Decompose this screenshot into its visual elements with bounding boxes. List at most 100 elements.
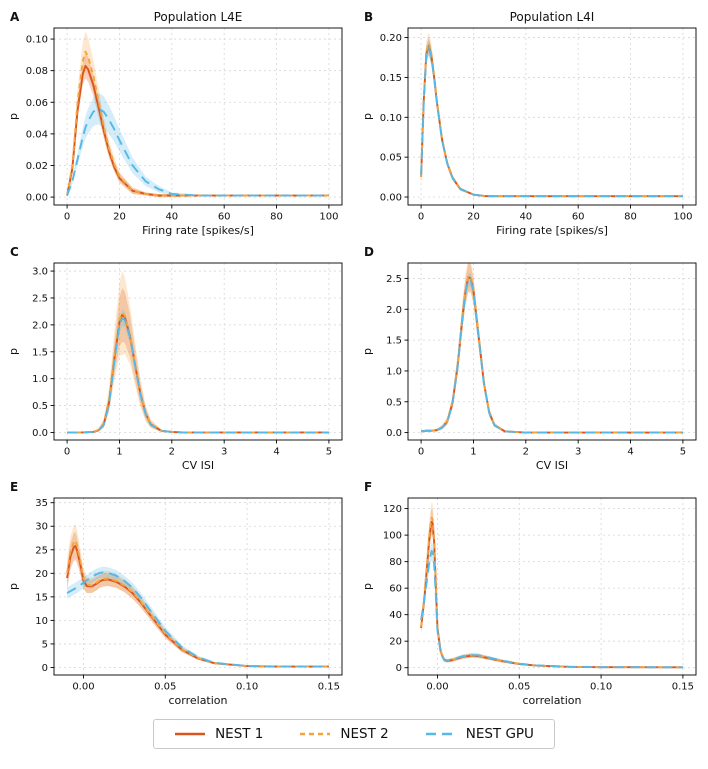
y-tick-label: 1.0 (32, 374, 48, 385)
series-line-nest-2 (66, 539, 329, 668)
x-tick-label: 3 (221, 447, 227, 458)
series-line-nest-gpu (67, 317, 329, 434)
y-tick-label: 3.0 (32, 267, 48, 278)
y-tick-label: 0 (42, 663, 48, 674)
plot-border (407, 27, 697, 206)
y-tick-label: 0.08 (26, 66, 48, 77)
charts-grid: 0 20 40 60 80 100 0.00 0.02 0.04 0.06 0.08 0.10 A Pop… (0, 6, 708, 711)
y-tick-label: 25 (35, 545, 48, 556)
y-tick-label: 35 (35, 498, 48, 509)
y-tick-label: 1.5 (386, 336, 402, 347)
chart-title: Population L4I (510, 10, 595, 24)
y-axis-label: p (7, 583, 20, 590)
y-tick-label: 0.00 (26, 193, 48, 204)
series-line-nest-1 (66, 545, 329, 668)
legend-label-nest-2: NEST 2 (340, 726, 389, 742)
y-tick-label: 0.5 (32, 401, 48, 412)
plot-border (53, 262, 343, 441)
x-tick-label: 4 (627, 447, 633, 458)
band-nest-gpu (421, 272, 683, 433)
y-axis-label: p (361, 113, 374, 120)
y-tick-label: 0.05 (380, 153, 402, 164)
x-axis-label: correlation (522, 694, 581, 707)
y-tick-label: 2.5 (32, 293, 48, 304)
band-nest-gpu (421, 541, 683, 668)
series-line-nest-2 (420, 516, 683, 669)
x-axis-label: correlation (168, 694, 227, 707)
y-tick-label: 1.5 (32, 347, 48, 358)
y-axis-label: p (361, 348, 374, 355)
legend-item-nest-gpu: NEST GPU (425, 726, 534, 742)
band-nest-2 (421, 501, 683, 668)
y-tick-label: 80 (389, 557, 402, 568)
series-line-nest-2 (420, 42, 683, 198)
legend: NEST 1 NEST 2 NEST GPU (153, 719, 555, 749)
x-tick-label: 0.05 (154, 682, 176, 693)
panel-C: 0 1 2 3 4 5 0.0 0.5 1.0 1.5 2.0 2.5 3.0 C CV ISI p (4, 241, 350, 476)
x-tick-label: 20 (467, 212, 480, 223)
series-line-nest-2 (420, 275, 683, 434)
y-axis-label: p (361, 583, 374, 590)
x-tick-label: 1 (116, 447, 122, 458)
x-tick-label: 4 (273, 447, 279, 458)
band-nest-2 (421, 31, 683, 198)
x-tick-label: 0.00 (72, 682, 94, 693)
panel-letter: D (364, 245, 374, 259)
y-tick-label: 30 (35, 522, 48, 533)
x-tick-label: 0 (64, 447, 70, 458)
band-nest-2 (67, 523, 329, 667)
y-tick-label: 0.10 (26, 35, 48, 46)
x-tick-label: 0.05 (508, 682, 530, 693)
x-tick-label: 0 (418, 447, 424, 458)
y-tick-label: 20 (389, 637, 402, 648)
series-line-nest-gpu (420, 278, 683, 434)
legend-label-nest-gpu: NEST GPU (465, 726, 534, 742)
x-tick-label: 2 (523, 447, 529, 458)
x-tick-label: 1 (470, 447, 476, 458)
chart-F-svg: 0.00 0.05 0.10 0.15 0 20 40 60 80 100 120 Fcorrelat… (361, 480, 697, 707)
x-tick-label: 80 (624, 212, 637, 223)
figure: 0 20 40 60 80 100 0.00 0.02 0.04 0.06 0.08 0.10 A Pop… (0, 6, 708, 749)
y-tick-label: 0.20 (380, 33, 402, 44)
x-tick-label: 0 (418, 212, 424, 223)
y-tick-label: 2.0 (386, 305, 402, 316)
y-tick-label: 40 (389, 610, 402, 621)
legend-item-nest-2: NEST 2 (299, 726, 389, 742)
plot-border (53, 27, 343, 206)
y-tick-label: 15 (35, 592, 48, 603)
plot-border (53, 497, 343, 676)
y-tick-label: 2.0 (32, 320, 48, 331)
y-tick-label: 120 (383, 504, 402, 515)
x-tick-label: 0.15 (672, 682, 694, 693)
series-line-nest-1 (420, 520, 683, 669)
y-tick-label: 10 (35, 616, 48, 627)
x-axis-label: CV ISI (182, 459, 214, 472)
x-axis-label: Firing rate [spikes/s] (142, 224, 254, 237)
x-tick-label: 0.15 (318, 682, 340, 693)
y-tick-label: 20 (35, 569, 48, 580)
y-tick-label: 0 (396, 663, 402, 674)
panel-D: 0 1 2 3 4 5 0.0 0.5 1.0 1.5 2.0 2.5 D CV ISI p (358, 241, 704, 476)
y-tick-label: 5 (42, 639, 48, 650)
panel-A: 0 20 40 60 80 100 0.00 0.02 0.04 0.06 0.08 0.10 A Pop… (4, 6, 350, 241)
series-line-nest-1 (420, 44, 683, 198)
x-axis-label: Firing rate [spikes/s] (496, 224, 608, 237)
x-tick-label: 20 (113, 212, 126, 223)
y-tick-label: 60 (389, 584, 402, 595)
chart-D-svg: 0 1 2 3 4 5 0.0 0.5 1.0 1.5 2.0 2.5 D CV ISI p (361, 245, 697, 472)
x-tick-label: 5 (680, 447, 686, 458)
x-tick-label: 80 (270, 212, 283, 223)
x-tick-label: 2 (169, 447, 175, 458)
y-tick-label: 100 (383, 531, 402, 542)
x-tick-label: 40 (519, 212, 532, 223)
series-line-nest-gpu (420, 46, 683, 198)
series-line-nest-gpu (66, 107, 329, 197)
y-tick-label: 0.5 (386, 397, 402, 408)
chart-title: Population L4E (154, 10, 243, 24)
y-tick-label: 0.0 (386, 428, 402, 439)
band-nest-gpu (67, 566, 329, 667)
series-line-nest-gpu (420, 550, 683, 669)
band-nest-2 (67, 271, 329, 433)
x-tick-label: 0.00 (426, 682, 448, 693)
